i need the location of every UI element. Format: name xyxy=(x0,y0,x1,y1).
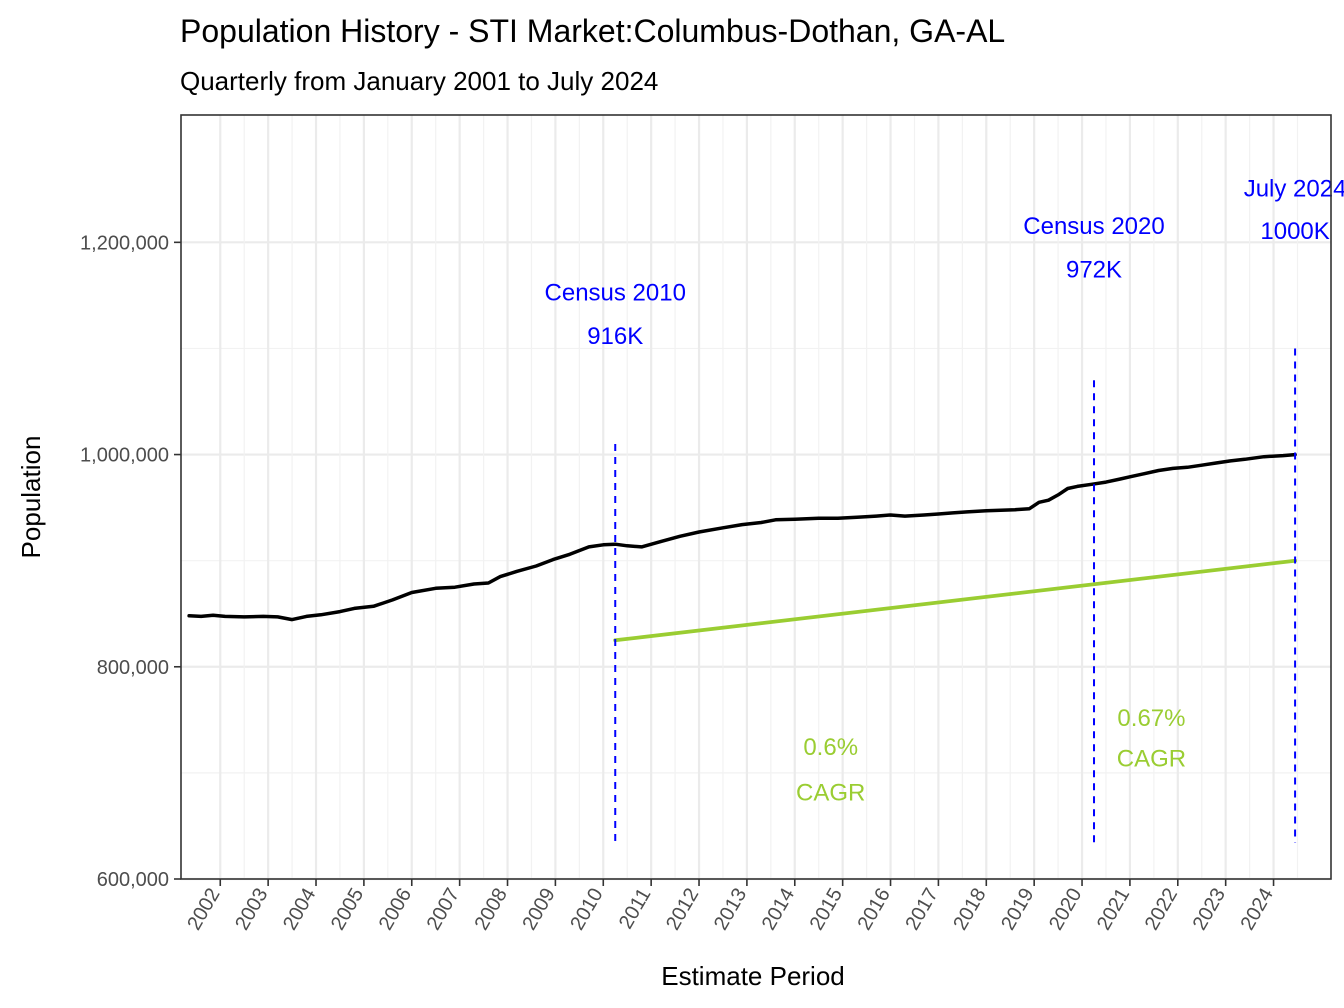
y-tick-label: 800,000 xyxy=(97,657,169,679)
annotation-label: Census 2020 xyxy=(1023,213,1164,240)
chart-subtitle: Quarterly from January 2001 to July 2024 xyxy=(180,66,658,96)
annotations: Census 2010 916K Census 2020 972K July 2024 1… xyxy=(545,176,1344,807)
annotation-label: 1000K xyxy=(1260,218,1329,245)
annotation-label: CAGR xyxy=(1117,746,1186,773)
series-layer xyxy=(187,452,1297,643)
cagr-trend-line xyxy=(613,558,1297,643)
chart-title: Population History - STI Market:Columbus… xyxy=(180,13,1005,49)
annotation-label: 0.67% xyxy=(1117,705,1185,732)
annotation-label: 972K xyxy=(1066,256,1122,283)
x-axis-title: Estimate Period xyxy=(661,961,845,991)
y-tick-label: 600,000 xyxy=(97,869,169,891)
x-axis: 2002 2003 2004 2005 2006 2007 2008 2009 2010 2011… xyxy=(183,879,1278,934)
grid-lines xyxy=(181,115,1331,881)
annotation-label: CAGR xyxy=(796,779,865,806)
annotation-label: 0.6% xyxy=(803,734,858,761)
annotation-label: 916K xyxy=(587,323,643,350)
y-tick-label: 1,200,000 xyxy=(80,232,169,254)
reference-lines xyxy=(614,348,1297,843)
annotation-label: Census 2010 xyxy=(545,280,686,307)
y-tick-label: 1,000,000 xyxy=(80,445,169,467)
population-line xyxy=(187,452,1297,622)
plot-panel-border xyxy=(180,114,1332,880)
y-axis-title: Population xyxy=(16,436,46,559)
y-axis: 600,000 800,000 1,000,000 1,200,000 xyxy=(80,232,181,891)
annotation-label: July 2024 xyxy=(1244,176,1344,203)
